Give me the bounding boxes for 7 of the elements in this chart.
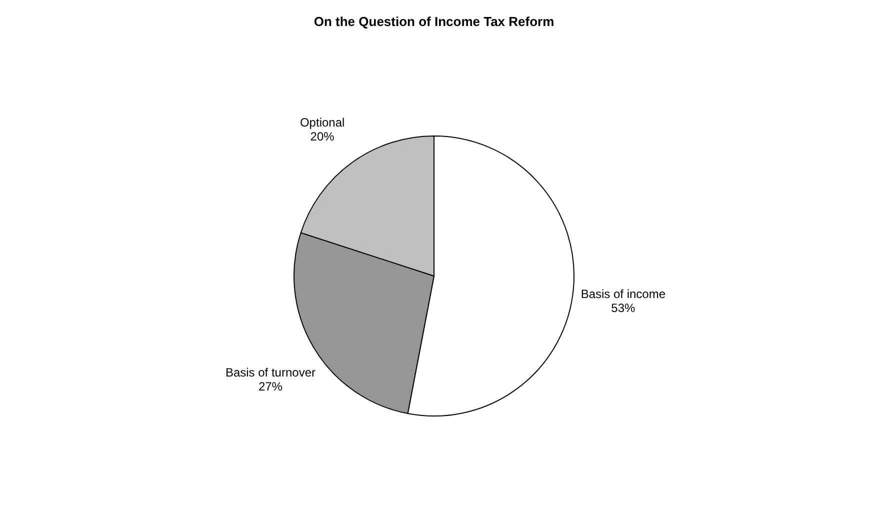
data-label: 53% [611,300,636,315]
slice-label: Basis of income [580,286,666,301]
slice-label: Basis of turnover [225,366,316,380]
chart-title: On the Question of Income Tax Reform [314,14,554,29]
slice-label: Optional [300,115,345,130]
data-label: 20% [310,129,335,144]
data-label: 27% [258,380,283,394]
